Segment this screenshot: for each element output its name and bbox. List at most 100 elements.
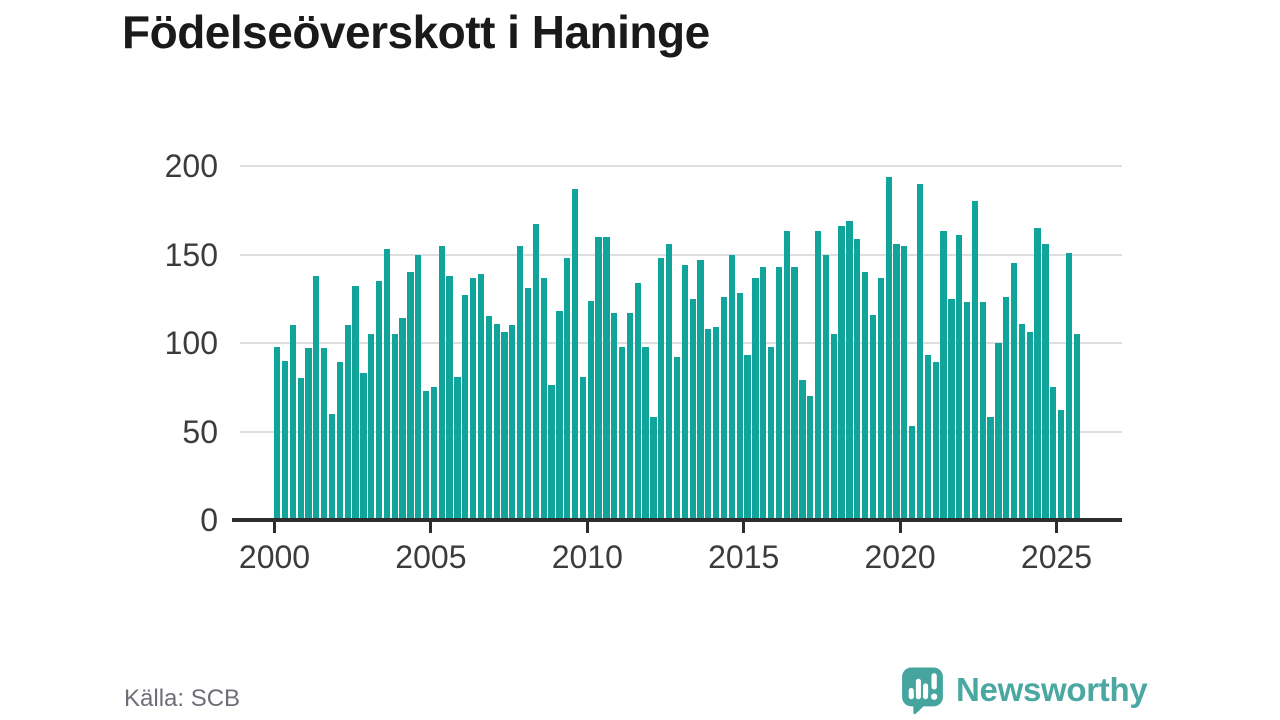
- bar: [720, 296, 728, 520]
- bar: [368, 334, 375, 520]
- bar: [477, 273, 485, 520]
- x-axis-tick-2020: [898, 520, 902, 533]
- bar: [517, 245, 524, 520]
- bar: [281, 360, 289, 520]
- bar: [956, 235, 963, 520]
- y-axis-label-150: 150: [164, 236, 218, 273]
- x-axis-label-2015: 2015: [708, 539, 780, 575]
- bar: [336, 362, 344, 520]
- bar: [493, 323, 500, 520]
- bar: [814, 231, 822, 520]
- gridline-100: [240, 342, 1122, 344]
- gridline-150: [240, 253, 1122, 256]
- bar: [728, 254, 736, 520]
- bar: [415, 254, 422, 520]
- bar: [822, 254, 830, 520]
- bar: [681, 265, 688, 520]
- bar: [438, 245, 445, 520]
- x-axis-tick-2015: [742, 520, 746, 533]
- bar: [422, 390, 430, 520]
- bar: [564, 258, 571, 520]
- bar: [650, 417, 657, 520]
- bar: [1010, 263, 1018, 520]
- y-axis-label-0: 0: [200, 502, 218, 538]
- x-axis-tick-2005: [429, 520, 433, 533]
- bar: [783, 231, 790, 520]
- x-axis-label-2025: 2025: [1020, 539, 1093, 575]
- bar: [1026, 332, 1033, 520]
- bar: [893, 243, 900, 520]
- newsworthy-wordmark: Newsworthy: [956, 671, 1148, 708]
- chart-title: Födelseöverskott i Haninge: [122, 6, 710, 58]
- x-axis-label-2000: 2000: [238, 539, 311, 575]
- bar: [963, 302, 971, 520]
- bar: [556, 311, 563, 520]
- bar: [885, 176, 892, 520]
- newsworthy-logo[interactable]: Newsworthy: [898, 664, 1168, 716]
- bar: [328, 413, 336, 520]
- bar: [383, 249, 391, 520]
- bar: [642, 346, 649, 520]
- bar: [901, 245, 908, 520]
- bar: [791, 266, 798, 520]
- bar: [909, 426, 916, 520]
- x-axis-label-2010: 2010: [551, 539, 623, 575]
- bar: [407, 272, 414, 520]
- bar: [352, 286, 359, 520]
- bar: [1065, 252, 1073, 520]
- bar: [587, 300, 594, 520]
- bar: [375, 281, 383, 520]
- bar: [713, 327, 720, 520]
- bar: [940, 231, 947, 520]
- bar: [846, 220, 853, 520]
- bar: [501, 332, 508, 520]
- source-label: Källa: SCB: [124, 685, 241, 712]
- bar: [744, 355, 751, 520]
- bar: [321, 348, 328, 520]
- bar: [485, 316, 492, 520]
- bar: [391, 334, 398, 520]
- bar: [767, 346, 775, 520]
- bar: [987, 417, 994, 520]
- bar: [524, 288, 532, 520]
- bar: [948, 298, 955, 520]
- bar: [360, 373, 367, 520]
- bar: [658, 258, 665, 520]
- bar: [595, 236, 602, 520]
- bar: [752, 277, 759, 520]
- bar: [540, 277, 547, 520]
- gridline-50: [240, 430, 1122, 433]
- bar: [705, 328, 712, 520]
- bar: [932, 362, 939, 520]
- bar: [446, 275, 453, 520]
- bar: [297, 378, 304, 520]
- bar: [571, 189, 579, 520]
- bar: [1018, 323, 1026, 520]
- bar: [618, 346, 626, 520]
- bar: [579, 376, 587, 520]
- bar: [305, 348, 312, 520]
- bar: [924, 355, 932, 520]
- bar: [626, 312, 634, 520]
- bar: [979, 302, 986, 520]
- bar: [634, 282, 641, 520]
- bar: [760, 266, 767, 520]
- bar: [799, 380, 806, 520]
- newsworthy-icon: [902, 667, 943, 715]
- bar: [399, 318, 406, 520]
- y-axis-label-200: 200: [164, 148, 218, 184]
- bar: [1042, 243, 1049, 520]
- bar: [1034, 227, 1041, 520]
- bar: [877, 277, 884, 520]
- bar: [689, 298, 696, 520]
- gridline-200: [240, 165, 1122, 167]
- bar: [611, 312, 618, 520]
- y-axis-label-100: 100: [164, 325, 218, 361]
- bar: [313, 275, 320, 520]
- bar: [666, 243, 673, 520]
- bar: [736, 293, 743, 520]
- bar: [1050, 387, 1057, 520]
- bar: [454, 376, 461, 520]
- bar: [548, 385, 555, 520]
- bar: [838, 226, 845, 520]
